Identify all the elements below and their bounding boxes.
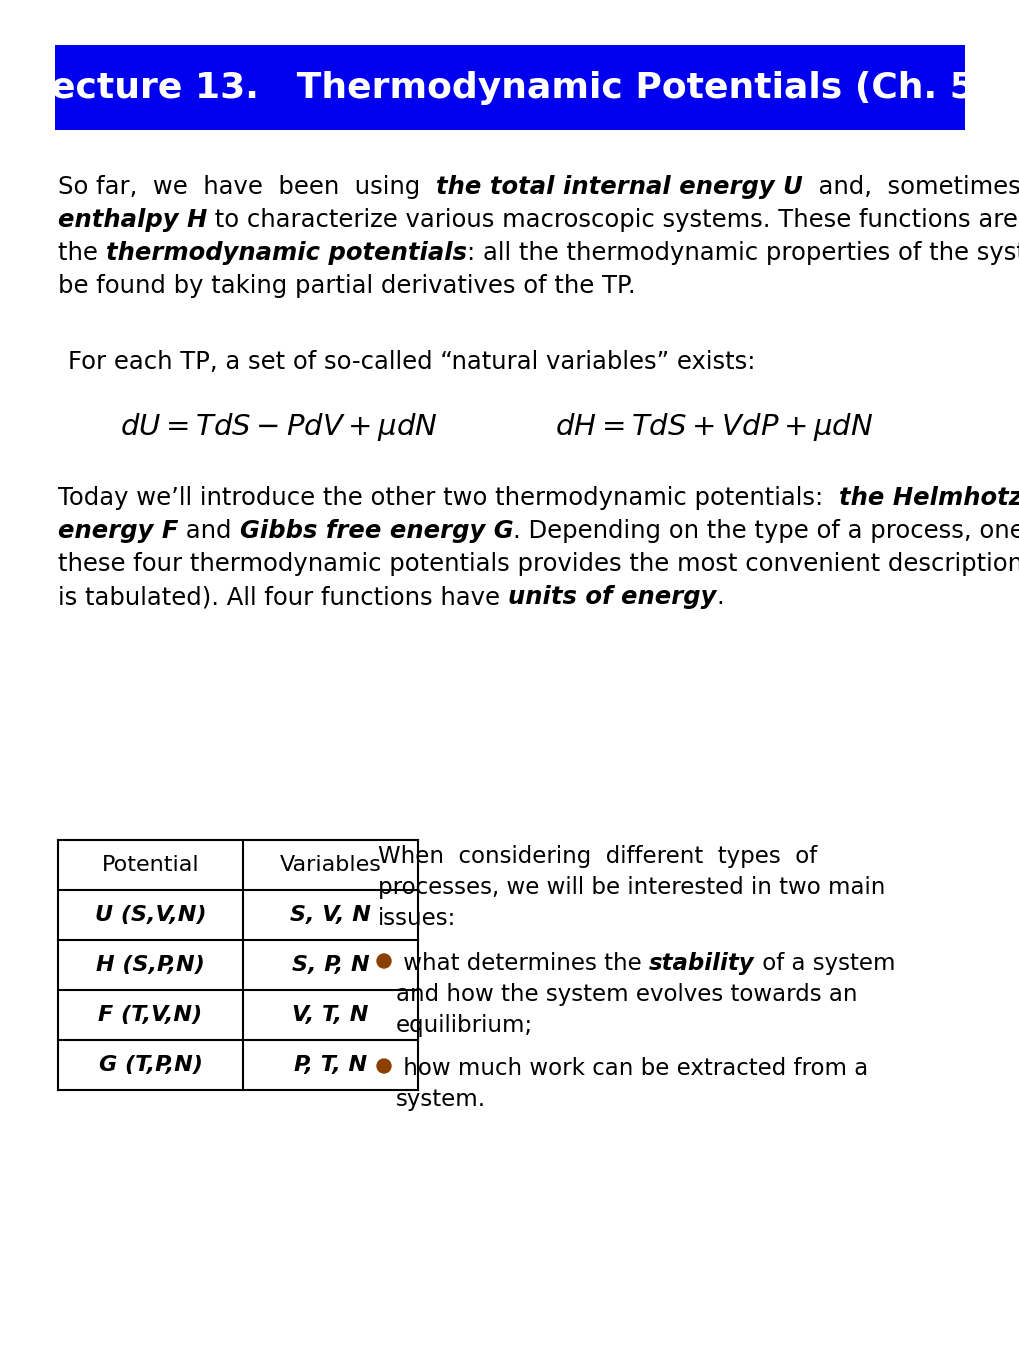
- Text: be found by taking partial derivatives of the TP.: be found by taking partial derivatives o…: [58, 274, 635, 298]
- Text: U (S,V,N): U (S,V,N): [95, 905, 206, 925]
- Text: : all the thermodynamic properties of the system can: : all the thermodynamic properties of th…: [466, 241, 1019, 265]
- Text: . Depending on the type of a process, one of: . Depending on the type of a process, on…: [513, 519, 1019, 543]
- Text: the: the: [58, 241, 106, 265]
- Text: Gibbs free energy G: Gibbs free energy G: [239, 519, 513, 543]
- Text: the Helmhotz free: the Helmhotz free: [838, 486, 1019, 510]
- Text: what determines the: what determines the: [395, 951, 648, 974]
- Text: units of energy: units of energy: [507, 585, 715, 608]
- Text: For each TP, a set of so-called “natural variables” exists:: For each TP, a set of so-called “natural…: [68, 350, 755, 374]
- Text: .: .: [715, 585, 723, 608]
- Text: equilibrium;: equilibrium;: [395, 1014, 533, 1037]
- Text: Lecture 13.   Thermodynamic Potentials (Ch. 5): Lecture 13. Thermodynamic Potentials (Ch…: [29, 71, 990, 105]
- Text: S, V, N: S, V, N: [289, 905, 371, 925]
- Text: thermodynamic potentials: thermodynamic potentials: [106, 241, 466, 265]
- Text: and how the system evolves towards an: and how the system evolves towards an: [395, 983, 857, 1006]
- Text: to characterize various macroscopic systems. These functions are called: to characterize various macroscopic syst…: [207, 208, 1019, 231]
- Text: and,  sometimes,: and, sometimes,: [802, 176, 1019, 199]
- Text: how much work can be extracted from a: how much work can be extracted from a: [395, 1057, 867, 1081]
- Text: is tabulated). All four functions have: is tabulated). All four functions have: [58, 585, 507, 608]
- Circle shape: [377, 1059, 390, 1072]
- Text: V, T, N: V, T, N: [292, 1004, 368, 1025]
- Text: G (T,P,N): G (T,P,N): [99, 1055, 202, 1075]
- Text: When  considering  different  types  of: When considering different types of: [378, 845, 816, 868]
- Text: Today we’ll introduce the other two thermodynamic potentials:: Today we’ll introduce the other two ther…: [58, 486, 838, 510]
- Text: P, T, N: P, T, N: [293, 1055, 367, 1075]
- Text: Variables: Variables: [279, 855, 381, 875]
- Text: of a system: of a system: [754, 951, 895, 974]
- Text: S, P, N: S, P, N: [291, 955, 369, 974]
- Text: enthalpy H: enthalpy H: [58, 208, 207, 231]
- Text: energy F: energy F: [58, 519, 178, 543]
- Text: Potential: Potential: [102, 855, 199, 875]
- Text: issues:: issues:: [378, 906, 455, 930]
- Text: $dH = TdS + VdP + \mu dN$: $dH = TdS + VdP + \mu dN$: [554, 411, 872, 442]
- Text: H (S,P,N): H (S,P,N): [96, 955, 205, 974]
- Text: stability: stability: [648, 951, 754, 974]
- Text: system.: system.: [395, 1087, 486, 1111]
- Text: $dU = TdS - PdV + \mu dN$: $dU = TdS - PdV + \mu dN$: [120, 411, 437, 442]
- Bar: [55, 45, 964, 131]
- Text: and: and: [178, 519, 239, 543]
- Text: these four thermodynamic potentials provides the most convenient description (an: these four thermodynamic potentials prov…: [58, 553, 1019, 576]
- Text: So far,  we  have  been  using: So far, we have been using: [58, 176, 435, 199]
- Circle shape: [377, 954, 390, 968]
- Text: processes, we will be interested in two main: processes, we will be interested in two …: [378, 876, 884, 900]
- Text: the total internal energy U: the total internal energy U: [435, 176, 802, 199]
- Text: F (T,V,N): F (T,V,N): [99, 1004, 203, 1025]
